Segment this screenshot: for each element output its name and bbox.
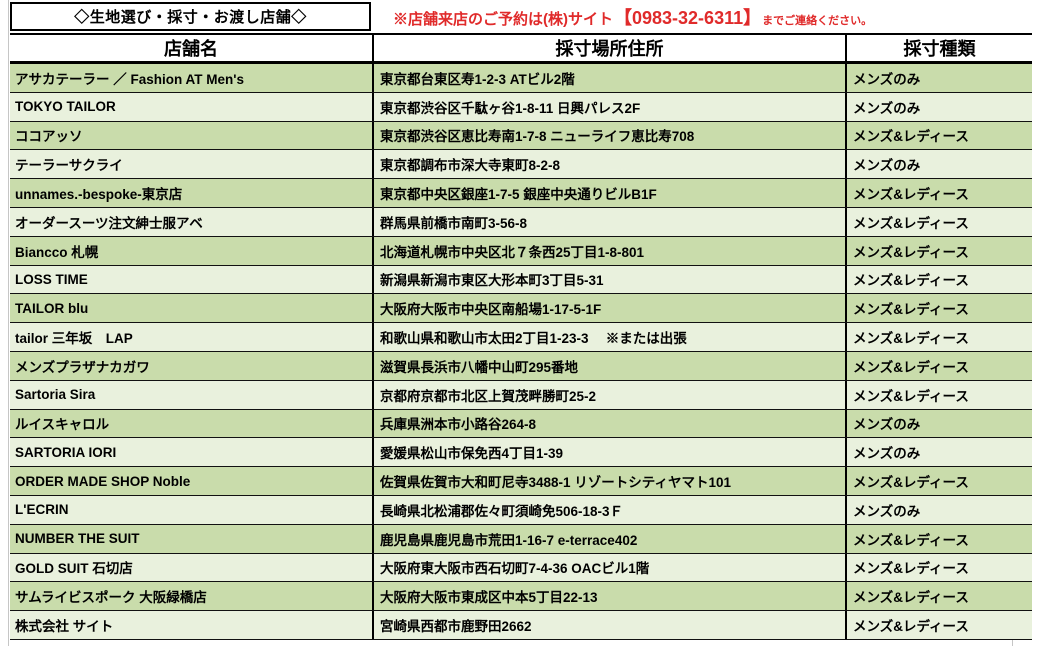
address-cell: 兵庫県洲本市小路谷264-8	[372, 409, 845, 438]
measure-type-cell: メンズ&レディース	[845, 582, 1032, 611]
shop-name-cell: ORDER MADE SHOP Noble	[15, 473, 191, 489]
measure-type-cell: メンズのみ	[845, 409, 1032, 438]
shops-table: 店舗名 採寸場所住所 採寸種類 アサカテーラー ／ Fashion AT Men…	[10, 33, 1032, 640]
address-cell: 愛媛県松山市保免西4丁目1-39	[372, 438, 845, 467]
page-title: ◇生地選び・採寸・お渡し店舗◇	[10, 2, 371, 31]
measure-type-cell: メンズのみ	[845, 438, 1032, 467]
address-cell: 北海道札幌市中央区北７条西25丁目1-8-801	[372, 236, 845, 265]
shop-name-cell: 株式会社 サイト	[15, 619, 114, 635]
shop-name-cell: テーラーサクライ	[15, 158, 123, 174]
table-row: TAILOR blu 大阪府大阪市中央区南船場1-17-5-1F メンズ&レディ…	[10, 294, 1032, 324]
table-row: L'ECRIN 長崎県北松浦郡佐々町須崎免506-18-3Ｆ メンズのみ	[10, 495, 1032, 525]
address-cell: 鹿児島県鹿児島市荒田1-16-7 e-terrace402	[372, 524, 845, 553]
address-cell: 長崎県北松浦郡佐々町須崎免506-18-3Ｆ	[372, 495, 845, 524]
shop-name-cell: TAILOR blu	[15, 300, 89, 316]
shop-name-cell: アサカテーラー ／ Fashion AT Men's	[15, 71, 244, 87]
notice-suffix: までご連絡ください。	[762, 14, 873, 27]
measure-type-cell: メンズ&レディース	[845, 236, 1032, 265]
shop-name-cell: メンズプラザナカガワ	[15, 359, 150, 375]
measure-type-cell: メンズ&レディース	[845, 207, 1032, 236]
measure-type-cell: メンズ&レディース	[845, 611, 1032, 639]
shop-name-cell: L'ECRIN	[15, 502, 69, 518]
measure-type-cell: メンズのみ	[845, 92, 1032, 121]
measure-type-cell: メンズ&レディース	[845, 467, 1032, 495]
table-row: ココアッソ 東京都渋谷区恵比寿南1-7-8 ニューライフ恵比寿708 メンズ&レ…	[10, 121, 1032, 151]
notice-prefix: ※店舗来店のご予約は(株)サイト	[393, 10, 613, 28]
address-cell: 群馬県前橋市南町3-56-8	[372, 207, 845, 236]
measure-type-cell: メンズ&レディース	[845, 351, 1032, 380]
column-header-address: 採寸場所住所	[372, 35, 845, 61]
shop-name-cell: TOKYO TAILOR	[15, 99, 116, 115]
shop-name-cell: ココアッソ	[15, 129, 83, 145]
sheet: ◇生地選び・採寸・お渡し店舗◇ ※店舗来店のご予約は(株)サイト 【0983-3…	[10, 2, 1032, 640]
shop-name-cell: LOSS TIME	[15, 271, 88, 287]
shop-name-cell: NUMBER THE SUIT	[15, 531, 140, 547]
measure-type-cell: メンズ&レディース	[845, 265, 1032, 294]
shop-name-cell: GOLD SUIT 石切店	[15, 561, 133, 577]
address-cell: 宮崎県西都市鹿野田2662	[372, 611, 845, 639]
measure-type-cell: メンズ&レディース	[845, 121, 1032, 150]
address-cell: 東京都調布市深大寺東町8-2-8	[372, 150, 845, 179]
table-row: tailor 三年坂 LAP 和歌山県和歌山市太田2丁目1-23-3 ※または出…	[10, 323, 1032, 352]
sheet-gridline	[8, 0, 9, 646]
table-row: ORDER MADE SHOP Noble 佐賀県佐賀市大和町尼寺3488-1 …	[10, 467, 1032, 496]
table-row: テーラーサクライ 東京都調布市深大寺東町8-2-8 メンズのみ	[10, 150, 1032, 180]
measure-type-cell: メンズ&レディース	[845, 323, 1032, 351]
column-header-shop-name: 店舗名	[164, 39, 218, 59]
address-cell: 東京都渋谷区恵比寿南1-7-8 ニューライフ恵比寿708	[372, 121, 845, 150]
measure-type-cell: メンズのみ	[845, 64, 1032, 92]
shop-name-cell: オーダースーツ注文紳士服アベ	[15, 215, 203, 231]
address-cell: 東京都台東区寿1-2-3 ATビル2階	[372, 64, 845, 92]
shop-name-cell: tailor 三年坂 LAP	[15, 331, 133, 347]
address-cell: 大阪府大阪市中央区南船場1-17-5-1F	[372, 294, 845, 323]
table-row: メンズプラザナカガワ 滋賀県長浜市八幡中山町295番地 メンズ&レディース	[10, 351, 1032, 381]
address-cell: 滋賀県長浜市八幡中山町295番地	[372, 351, 845, 380]
table-row: LOSS TIME 新潟県新潟市東区大形本町3丁目5-31 メンズ&レディース	[10, 265, 1032, 295]
address-cell: 京都府京都市北区上賀茂畔勝町25-2	[372, 380, 845, 409]
column-header-measure-type: 採寸種類	[845, 35, 1032, 61]
table-row: オーダースーツ注文紳士服アベ 群馬県前橋市南町3-56-8 メンズ&レディース	[10, 207, 1032, 237]
notice-phone-number: 【0983-32-6311】	[614, 7, 762, 28]
shop-name-cell: ルイスキャロル	[15, 417, 110, 433]
table-row: unnames.-bespoke-東京店 東京都中央区銀座1-7-5 銀座中央通…	[10, 179, 1032, 208]
sheet-gridline-tick	[1012, 640, 1013, 646]
top-bar: ◇生地選び・採寸・お渡し店舗◇ ※店舗来店のご予約は(株)サイト 【0983-3…	[10, 2, 1032, 31]
address-cell: 大阪府東大阪市西石切町7-4-36 OACビル1階	[372, 553, 845, 582]
shop-name-cell: unnames.-bespoke-東京店	[15, 187, 183, 203]
address-cell: 佐賀県佐賀市大和町尼寺3488-1 リゾートシティヤマト101	[372, 467, 845, 495]
shop-name-cell: サムライビスポーク 大阪緑橋店	[15, 590, 207, 606]
shop-name-cell: SARTORIA IORI	[15, 444, 117, 460]
table-row: サムライビスポーク 大阪緑橋店 大阪府大阪市東成区中本5丁目22-13 メンズ&…	[10, 582, 1032, 612]
measure-type-cell: メンズのみ	[845, 495, 1032, 524]
address-cell: 東京都渋谷区千駄ヶ谷1-8-11 日興パレス2F	[372, 92, 845, 121]
table-row: Biancco 札幌 北海道札幌市中央区北７条西25丁目1-8-801 メンズ&…	[10, 236, 1032, 266]
table-row: GOLD SUIT 石切店 大阪府東大阪市西石切町7-4-36 OACビル1階 …	[10, 553, 1032, 583]
table-body: アサカテーラー ／ Fashion AT Men's 東京都台東区寿1-2-3 …	[10, 64, 1032, 640]
reservation-notice: ※店舗来店のご予約は(株)サイト 【0983-32-6311】 までご連絡くださ…	[393, 4, 872, 30]
measure-type-cell: メンズ&レディース	[845, 380, 1032, 409]
address-cell: 東京都中央区銀座1-7-5 銀座中央通りビルB1F	[372, 179, 845, 207]
address-cell: 和歌山県和歌山市太田2丁目1-23-3 ※または出張	[372, 323, 845, 351]
table-row: アサカテーラー ／ Fashion AT Men's 東京都台東区寿1-2-3 …	[10, 64, 1032, 93]
address-cell: 新潟県新潟市東区大形本町3丁目5-31	[372, 265, 845, 294]
measure-type-cell: メンズのみ	[845, 150, 1032, 179]
shop-name-cell: Sartoria Sira	[15, 387, 96, 403]
measure-type-cell: メンズ&レディース	[845, 524, 1032, 553]
table-row: SARTORIA IORI 愛媛県松山市保免西4丁目1-39 メンズのみ	[10, 438, 1032, 468]
table-row: NUMBER THE SUIT 鹿児島県鹿児島市荒田1-16-7 e-terra…	[10, 524, 1032, 554]
shop-name-cell: Biancco 札幌	[15, 244, 99, 260]
address-cell: 大阪府大阪市東成区中本5丁目22-13	[372, 582, 845, 611]
measure-type-cell: メンズ&レディース	[845, 294, 1032, 323]
measure-type-cell: メンズ&レディース	[845, 179, 1032, 207]
table-row: Sartoria Sira 京都府京都市北区上賀茂畔勝町25-2 メンズ&レディ…	[10, 380, 1032, 410]
table-header-row: 店舗名 採寸場所住所 採寸種類	[10, 35, 1032, 64]
measure-type-cell: メンズ&レディース	[845, 553, 1032, 582]
table-row: ルイスキャロル 兵庫県洲本市小路谷264-8 メンズのみ	[10, 409, 1032, 439]
table-row: TOKYO TAILOR 東京都渋谷区千駄ヶ谷1-8-11 日興パレス2F メン…	[10, 92, 1032, 122]
table-row: 株式会社 サイト 宮崎県西都市鹿野田2662 メンズ&レディース	[10, 611, 1032, 640]
